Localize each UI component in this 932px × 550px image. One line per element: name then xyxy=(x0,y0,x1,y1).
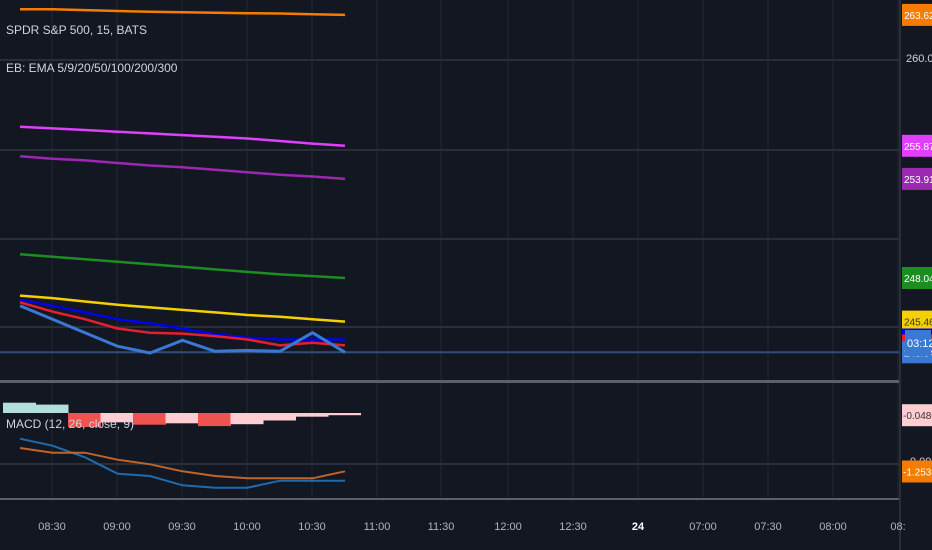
price-badge-label-3: 248.04 xyxy=(904,274,932,285)
histogram-bar-6 xyxy=(198,413,231,427)
macd-series xyxy=(19,437,346,489)
macd-badge-1 xyxy=(902,460,932,483)
price-badge-label-0: 263.62 xyxy=(904,11,932,22)
time-axis-labels: 08:30 09:00 09:30 10:00 10:30 11:00 11:30 12:00… xyxy=(38,521,905,533)
histogram-bar-0 xyxy=(3,402,36,413)
macd-badge-0 xyxy=(902,404,932,427)
series-ema-100 xyxy=(19,154,346,181)
price-badge-3 xyxy=(902,267,932,289)
price-series xyxy=(19,8,346,355)
price-badge-label-2: 253.91 xyxy=(904,175,932,186)
macd-histogram xyxy=(3,402,361,427)
price-badge-1 xyxy=(902,134,932,157)
macd-axis-badges: -0.0480 -1.2538 xyxy=(902,404,932,483)
time-label-10: 07:00 xyxy=(689,521,717,533)
histogram-bar-1 xyxy=(35,404,69,413)
histogram-bar-8 xyxy=(263,413,296,421)
time-label-9: 24 xyxy=(632,521,645,533)
macd-series-signal xyxy=(19,447,346,480)
time-label-8: 12:30 xyxy=(559,521,587,533)
histogram-bar-2 xyxy=(68,413,101,427)
symbol-title: SPDR S&P 500, 15, BATS xyxy=(6,23,147,37)
series-ema-50 xyxy=(19,252,346,280)
price-badge-2 xyxy=(902,167,932,190)
time-label-0: 08:30 xyxy=(38,521,66,533)
pane-separator[interactable] xyxy=(0,380,900,383)
macd-badge-label-1: -1.2538 xyxy=(903,468,932,479)
time-label-5: 11:00 xyxy=(364,521,391,533)
time-label-13: 08: xyxy=(890,521,905,533)
price-badge-label-4: 245.46 xyxy=(904,318,932,329)
price-badge-label-1: 255.87 xyxy=(904,142,932,153)
time-label-2: 09:30 xyxy=(168,521,196,533)
series-ema-300 xyxy=(20,8,346,17)
histogram-bar-5 xyxy=(165,413,199,424)
price-badge-4 xyxy=(902,310,932,333)
series-ema-20 xyxy=(19,294,346,323)
time-label-12: 08:00 xyxy=(819,521,847,533)
time-label-1: 09:00 xyxy=(103,521,131,533)
histogram-bar-10 xyxy=(328,413,361,416)
time-label-11: 07:30 xyxy=(754,521,782,533)
countdown-badge xyxy=(905,330,931,356)
countdown-label: 03:12 xyxy=(907,338,932,350)
time-label-4: 10:30 xyxy=(298,521,326,533)
time-label-7: 12:00 xyxy=(494,521,522,533)
ema-indicator-label: EB: EMA 5/9/20/50/100/200/300 xyxy=(6,61,178,75)
price-tick-label: 260.00 xyxy=(906,53,932,65)
series-ema-200 xyxy=(19,125,346,148)
time-label-6: 11:30 xyxy=(428,521,455,533)
time-axis-line xyxy=(0,498,900,500)
histogram-bar-7 xyxy=(230,413,264,425)
histogram-bar-3 xyxy=(100,413,134,423)
macd-badge-label-0: -0.0480 xyxy=(903,411,932,422)
price-axis-line xyxy=(899,0,901,550)
histogram-bar-9 xyxy=(295,413,329,417)
price-badge-0 xyxy=(902,3,932,26)
macd-indicator-label: MACD (12, 26, close, 9) xyxy=(6,417,134,431)
histogram-bar-4 xyxy=(133,413,166,425)
time-label-3: 10:00 xyxy=(233,521,261,533)
series-ema-9 xyxy=(19,298,345,341)
series-ema-3 xyxy=(19,304,346,355)
